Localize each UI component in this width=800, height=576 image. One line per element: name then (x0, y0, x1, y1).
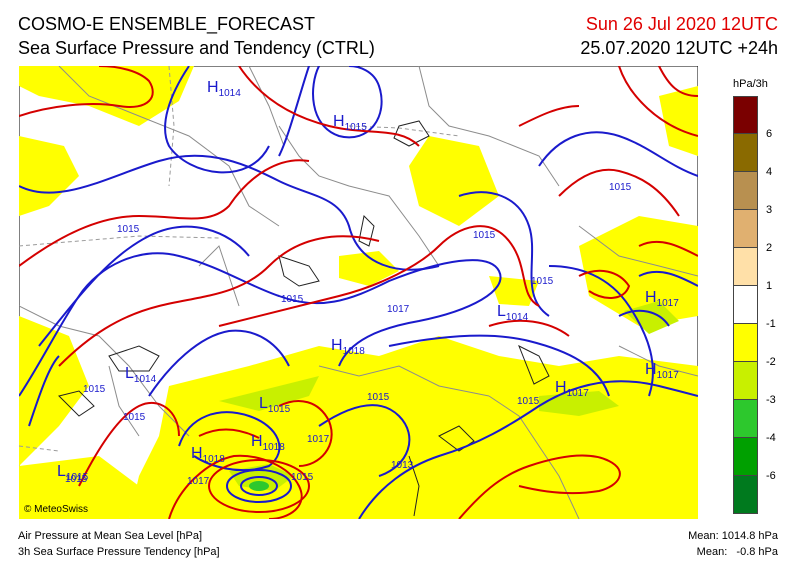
svg-text:H1017: H1017 (645, 289, 679, 309)
isobar-label: 1015 (123, 412, 146, 423)
pressure-center-value: 1018 (263, 442, 286, 453)
legend-label: -1 (766, 318, 776, 330)
isobar-label: 1015 (291, 472, 314, 483)
legend-label: 1 (766, 280, 773, 292)
legend-label: -6 (766, 470, 776, 482)
isobar-label: 1015 (65, 474, 88, 485)
pressure-center-value: 1014 (506, 312, 529, 323)
pressure-center-value: 1014 (134, 374, 157, 385)
pressure-center-type: H (207, 79, 219, 96)
run-info: 25.07.2020 12UTC +24h (580, 38, 778, 58)
legend-swatch (733, 286, 758, 324)
isobar-label: 1015 (367, 392, 390, 403)
legend-label: -4 (766, 432, 776, 444)
pressure-center-type: L (57, 463, 66, 480)
footer-line-1: Air Pressure at Mean Sea Level [hPa] (18, 530, 203, 542)
chart-title: COSMO-E ENSEMBLE_FORECAST (18, 14, 316, 34)
legend-swatch (733, 438, 758, 476)
legend-label: -3 (766, 394, 776, 406)
isobar-label: 1017 (307, 434, 330, 445)
legend-label: -2 (766, 356, 776, 368)
pressure-center-type: L (259, 395, 268, 412)
legend-swatch (733, 476, 758, 514)
svg-text:L1015: L1015 (57, 463, 89, 483)
svg-text:H1017: H1017 (645, 361, 679, 381)
pressure-center-type: H (645, 361, 657, 378)
pressure-center-value: 1018 (343, 346, 366, 357)
pressure-center-type: H (191, 445, 203, 462)
pressure-center-value: 1014 (219, 88, 242, 99)
legend-label: 4 (766, 166, 773, 178)
svg-text:H1014: H1014 (207, 79, 241, 99)
legend-swatch (733, 134, 758, 172)
isobar-label: 1017 (387, 304, 410, 315)
pressure-center-value: 1015 (66, 472, 89, 483)
forecast-map: H1014 H1015 H1018 H1017 H1017 H1017 H101… (19, 66, 698, 519)
isobar-label: 1017 (187, 476, 210, 487)
coastlines (58, 120, 550, 517)
legend-label: 2 (766, 242, 773, 254)
legend-swatch (733, 362, 758, 400)
legend-swatch (733, 172, 758, 210)
legend-label: 6 (766, 128, 773, 140)
svg-text:L1014: L1014 (125, 365, 157, 385)
pressure-center-type: L (125, 365, 134, 382)
legend-swatch (733, 248, 758, 286)
svg-text:H1018: H1018 (251, 433, 285, 453)
low-rings (226, 469, 292, 503)
legend-swatch (733, 400, 758, 438)
pressure-center-type: H (555, 379, 567, 396)
tendency-shading-darkgreen (249, 481, 269, 491)
legend-swatch (733, 324, 758, 362)
svg-text:L1014: L1014 (497, 303, 529, 323)
isobar-label: 1015 (281, 294, 304, 305)
svg-text:H1015: H1015 (333, 113, 367, 133)
isobars-blue (19, 66, 698, 519)
dashed-borders (19, 66, 460, 452)
pressure-center-type: L (497, 303, 506, 320)
mean-tendency: Mean: -0.8 hPa (696, 546, 778, 558)
chart-subtitle: Sea Surface Pressure and Tendency (CTRL) (18, 38, 375, 58)
legend-unit: hPa/3h (733, 78, 768, 90)
pressure-center-value: 1017 (567, 388, 590, 399)
isobar-label: 1015 (517, 396, 540, 407)
legend-swatch (733, 96, 758, 134)
mean-pressure: Mean: 1014.8 hPa (688, 530, 778, 542)
isobar-label: 1013 (391, 460, 414, 471)
copyright-text: © MeteoSwiss (24, 504, 88, 515)
isobar-labels: 1015 1015 1015 1015 1015 1015 1015 1015 … (65, 182, 632, 487)
isobar-label: 1015 (473, 230, 496, 241)
isobar-label: 1015 (609, 182, 632, 193)
svg-text:L1015: L1015 (259, 395, 291, 415)
country-borders (19, 66, 698, 519)
pressure-center-type: H (333, 113, 345, 130)
isobar-label: 1015 (531, 276, 554, 287)
legend-label: 3 (766, 204, 773, 216)
pressure-center-type: H (331, 337, 343, 354)
svg-text:H1017: H1017 (555, 379, 589, 399)
footer-line-2: 3h Sea Surface Pressure Tendency [hPa] (18, 546, 220, 558)
pressure-centers: H1014 H1015 H1018 H1017 H1017 H1017 H101… (57, 79, 679, 483)
pressure-center-type: H (251, 433, 263, 450)
valid-time: Sun 26 Jul 2020 12UTC (585, 14, 778, 34)
pressure-center-value: 1015 (345, 122, 368, 133)
isobar-label: 1015 (117, 224, 140, 235)
svg-text:H1018: H1018 (331, 337, 365, 357)
legend-swatch (733, 210, 758, 248)
pressure-center-value: 1018 (203, 454, 226, 465)
isobar-label: 1015 (83, 384, 106, 395)
pressure-center-value: 1015 (268, 404, 291, 415)
svg-text:H1018: H1018 (191, 445, 225, 465)
pressure-center-value: 1017 (657, 298, 680, 309)
pressure-center-type: H (645, 289, 657, 306)
pressure-center-value: 1017 (657, 370, 680, 381)
